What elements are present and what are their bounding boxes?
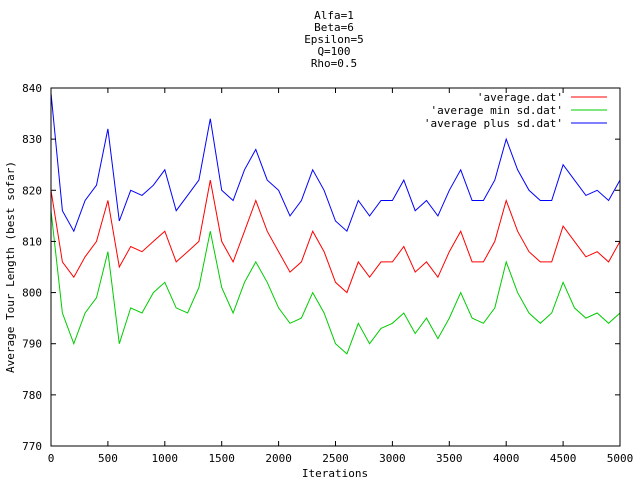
x-tick-label: 1000 bbox=[152, 452, 179, 465]
title-line-epsilon: Epsilon=5 bbox=[304, 33, 364, 46]
legend-label: 'average min sd.dat' bbox=[431, 104, 563, 117]
y-tick-label: 780 bbox=[22, 389, 42, 402]
title-line-beta: Beta=6 bbox=[314, 21, 354, 34]
x-tick-label: 2500 bbox=[322, 452, 349, 465]
x-tick-label: 0 bbox=[48, 452, 55, 465]
legend-label: 'average plus sd.dat' bbox=[424, 117, 563, 130]
y-axis-ticks: 770 780 790 800 810 820 830 840 bbox=[22, 82, 620, 453]
y-tick-label: 810 bbox=[22, 235, 42, 248]
x-axis-label: Iterations bbox=[302, 467, 368, 480]
x-tick-label: 3500 bbox=[436, 452, 463, 465]
series-line-1 bbox=[50, 210, 621, 355]
legend-label: 'average.dat' bbox=[477, 91, 563, 104]
title-line-q: Q=100 bbox=[317, 45, 350, 58]
legend: 'average.dat''average min sd.dat''averag… bbox=[424, 91, 607, 130]
x-tick-label: 4000 bbox=[493, 452, 520, 465]
y-tick-label: 840 bbox=[22, 82, 42, 95]
y-tick-label: 820 bbox=[22, 184, 42, 197]
x-tick-label: 1500 bbox=[208, 452, 235, 465]
title-line-alfa: Alfa=1 bbox=[314, 9, 354, 22]
x-axis-ticks: 0 500 1000 1500 2000 2500 3000 3500 4000 4500 5000 bbox=[48, 88, 634, 465]
y-tick-label: 800 bbox=[22, 287, 42, 300]
chart-title: Alfa=1 Beta=6 Epsilon=5 Q=100 Rho=0.5 bbox=[304, 9, 364, 70]
x-tick-label: 3000 bbox=[379, 452, 406, 465]
y-tick-label: 830 bbox=[22, 133, 42, 146]
x-tick-label: 5000 bbox=[607, 452, 634, 465]
series-layer bbox=[50, 93, 621, 355]
series-line-2 bbox=[50, 93, 621, 233]
title-line-rho: Rho=0.5 bbox=[311, 57, 357, 70]
x-tick-label: 500 bbox=[98, 452, 118, 465]
y-tick-label: 770 bbox=[22, 440, 42, 453]
y-axis-label: Average Tour Length (best sofar) bbox=[4, 161, 17, 373]
y-tick-label: 790 bbox=[22, 338, 42, 351]
x-tick-label: 4500 bbox=[550, 452, 577, 465]
x-tick-label: 2000 bbox=[265, 452, 292, 465]
series-line-0 bbox=[50, 180, 621, 294]
